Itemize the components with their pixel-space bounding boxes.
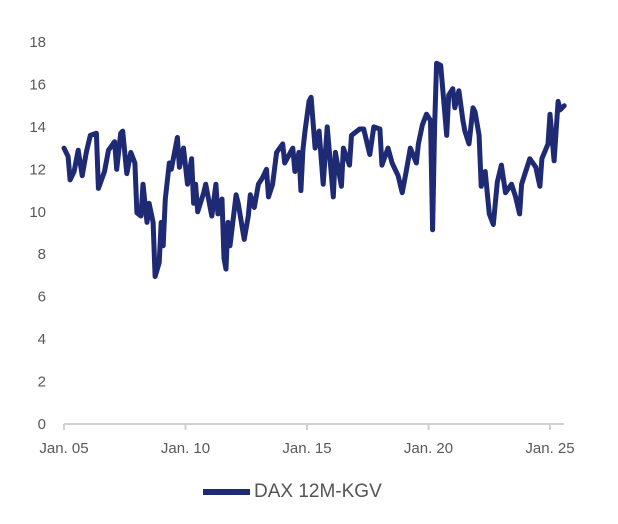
y-tick-label: 0: [38, 416, 46, 433]
x-tick-label: Jan. 25: [525, 440, 574, 457]
series-line-dax-12m-kgv: [61, 60, 567, 279]
y-tick-label: 18: [29, 34, 46, 51]
y-tick-label: 10: [29, 204, 46, 221]
x-tick-label: Jan. 20: [404, 440, 453, 457]
y-tick-label: 6: [38, 289, 46, 306]
x-tick-label: Jan. 10: [161, 440, 210, 457]
y-tick-label: 8: [38, 246, 46, 263]
y-axis-labels: 0 2 4 6 8 10 12 14 16 18: [29, 34, 46, 433]
legend-label: DAX 12M-KGV: [254, 481, 382, 502]
y-tick-label: 12: [29, 161, 46, 178]
x-tick-label: Jan. 05: [39, 440, 88, 457]
legend: DAX 12M-KGV: [203, 481, 382, 503]
x-axis-ticks: Jan. 05 Jan. 10 Jan. 15 Jan. 20 Jan. 25: [39, 424, 575, 457]
y-tick-label: 14: [29, 119, 46, 136]
legend-swatch: [203, 489, 250, 495]
y-tick-label: 2: [38, 374, 46, 391]
y-tick-label: 4: [38, 331, 46, 348]
x-tick-label: Jan. 15: [282, 440, 331, 457]
y-tick-label: 16: [29, 76, 46, 93]
